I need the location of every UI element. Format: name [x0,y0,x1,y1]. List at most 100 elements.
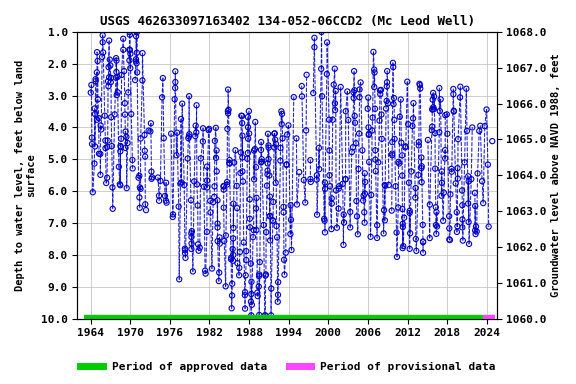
Point [360,190,369,197]
Point [261,312,270,318]
Point [456,94,465,100]
Point [176,180,185,187]
Point [191,122,200,129]
Point [88,189,97,195]
Point [127,111,136,117]
Point [132,69,142,75]
Point [184,133,194,139]
Point [122,185,131,191]
Point [112,92,122,98]
Point [414,142,423,149]
Point [377,136,386,142]
Point [369,49,378,55]
Point [128,157,137,163]
Point [214,278,223,284]
Point [306,176,315,182]
Point [456,84,465,90]
Point [452,209,461,215]
Point [241,257,251,263]
Point [247,279,256,285]
Point [97,54,107,60]
Point [351,140,361,146]
Point [334,205,343,212]
Point [435,85,444,91]
Point [343,88,352,94]
Point [237,113,247,119]
Point [327,200,336,207]
Point [184,93,194,99]
Point [236,170,245,176]
Point [350,87,359,93]
Point [223,108,233,114]
Point [339,212,348,218]
Point [249,147,259,154]
Point [381,183,390,189]
Point [107,114,116,120]
Point [262,229,271,235]
Point [147,169,156,175]
Point [344,117,353,123]
Point [238,179,248,185]
Point [159,135,168,141]
Point [202,164,211,170]
Point [425,235,434,241]
Point [297,83,306,89]
Point [361,179,370,185]
Point [255,271,264,278]
Point [132,50,142,56]
Point [119,36,128,42]
Point [187,240,196,247]
Point [429,90,438,96]
Point [111,74,120,81]
Point [136,136,145,142]
Point [198,139,207,145]
Point [310,35,319,41]
Point [226,255,236,261]
Point [175,276,184,282]
Point [382,68,392,74]
Point [172,130,181,136]
Point [108,206,118,212]
Point [423,137,433,143]
Point [237,113,246,119]
Point [117,72,126,78]
Point [265,172,274,179]
Point [86,89,96,96]
Point [168,214,177,220]
Point [247,312,256,318]
Point [388,151,397,157]
Point [235,249,244,255]
Point [464,178,473,184]
Point [113,89,122,96]
Point [330,66,339,72]
Point [404,180,414,186]
Point [108,184,117,190]
Point [406,230,415,236]
Point [370,106,380,112]
Point [453,175,463,182]
Point [350,113,359,119]
Point [433,223,442,230]
Point [263,131,272,137]
Point [90,161,99,167]
Point [395,161,404,167]
Point [287,247,296,253]
Point [271,137,280,143]
Point [276,157,285,164]
Point [204,126,214,132]
Point [215,234,224,240]
Point [408,123,417,129]
Point [228,246,237,252]
Point [350,68,359,74]
Point [256,147,266,153]
Point [107,75,116,81]
Point [479,200,488,206]
Point [312,177,321,183]
Point [172,152,181,158]
Point [419,238,428,245]
Point [400,215,409,221]
Point [128,166,137,172]
Point [404,121,413,127]
Point [252,195,261,201]
Point [268,218,278,224]
